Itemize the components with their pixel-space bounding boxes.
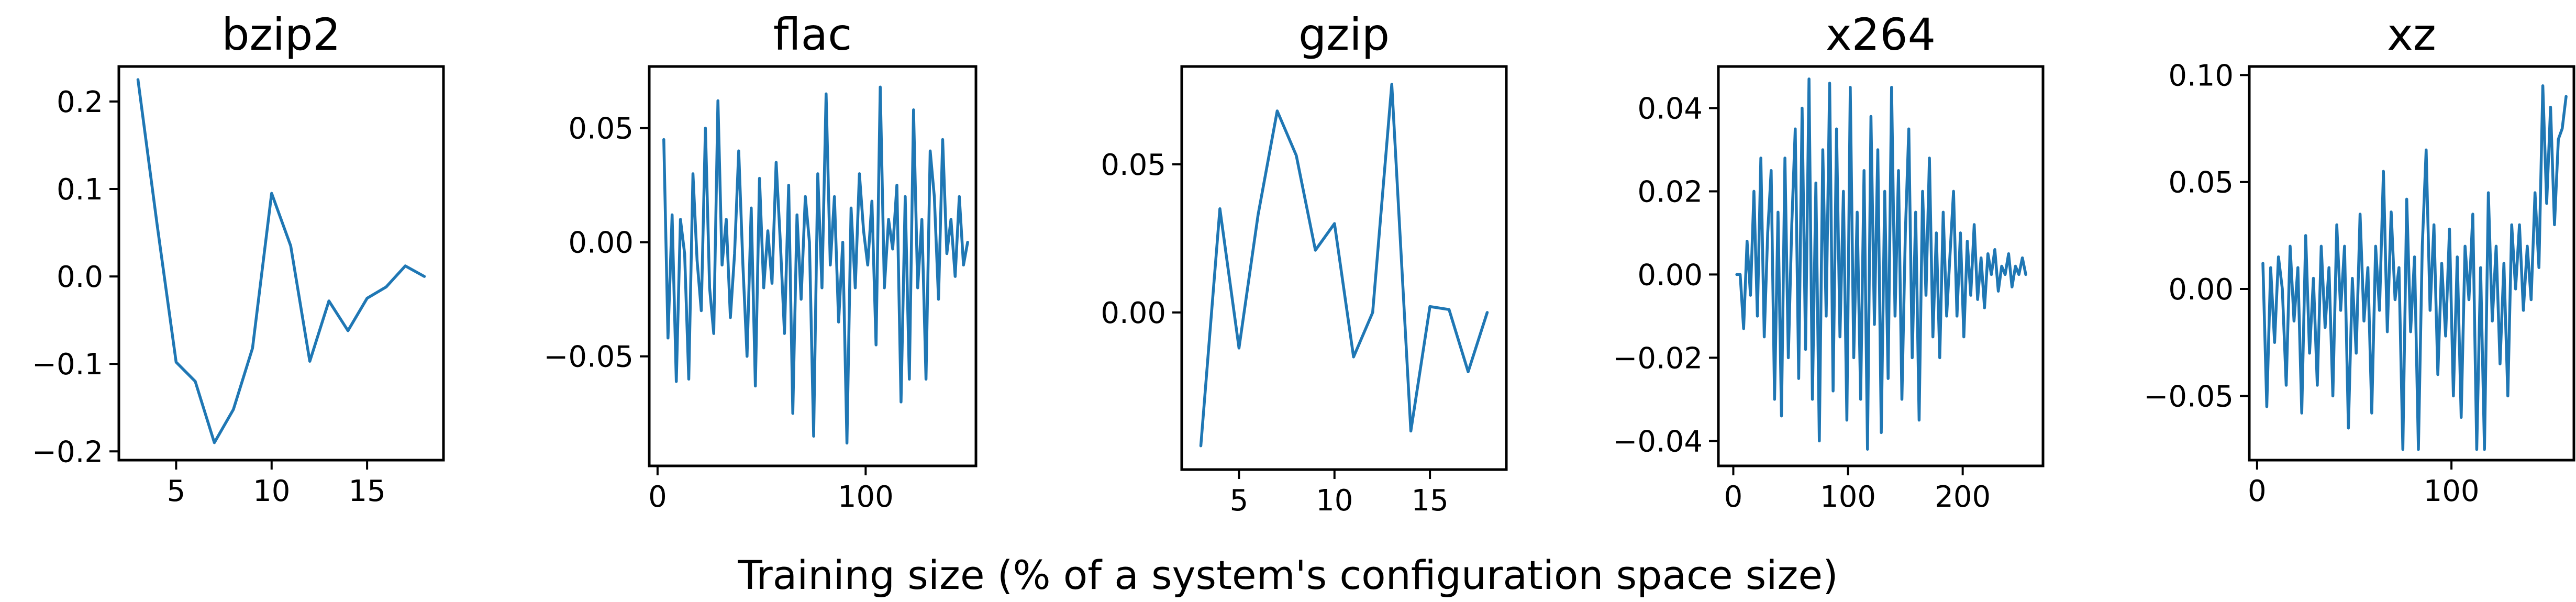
y-tick-label: −0.2 [32, 435, 103, 469]
y-tick-label: 0.0 [57, 260, 103, 294]
subplot-title: bzip2 [221, 9, 341, 60]
subplot-title: gzip [1298, 9, 1390, 60]
axes-frame [1717, 65, 2045, 467]
y-tick-label: 0.00 [2168, 273, 2234, 307]
subplot-gzip: gzip 5 10 15 0.00 0.05 [1101, 9, 1508, 518]
x-tick-label: 10 [253, 474, 290, 508]
subplot-title: xz [2387, 9, 2436, 60]
axes-frame [117, 65, 445, 462]
y-tick-label: 0.00 [1637, 258, 1703, 292]
axes-frame [2248, 65, 2575, 462]
y-tick-label: 0.10 [2168, 59, 2234, 93]
x-tick-label: 15 [348, 474, 385, 508]
data-series-line [2261, 84, 2568, 451]
y-tick-label: 0.00 [1101, 296, 1166, 330]
x-tick-label: 10 [1316, 484, 1353, 518]
y-tick-label: −0.1 [32, 348, 103, 382]
data-series-line [1199, 83, 1489, 448]
y-tick-label: 0.05 [1101, 148, 1166, 182]
x-tick-label: 200 [1935, 480, 1991, 514]
x-tick-label: 15 [1411, 484, 1448, 518]
x-tick-label: 100 [2424, 474, 2480, 508]
y-tick-label: −0.05 [543, 340, 634, 374]
y-tick-label: 0.1 [57, 173, 103, 207]
x-tick-label: 5 [1230, 484, 1249, 518]
data-series-line [662, 85, 969, 445]
subplot-xz: xz 0 100 −0.05 0.00 0.05 0.10 [2144, 9, 2575, 508]
subplot-x264: x264 0 100 200 −0.04 −0.02 0.00 0.02 0.04 [1613, 9, 2045, 514]
y-tick-label: 0.05 [2168, 166, 2234, 200]
y-tick-label: −0.05 [2144, 380, 2234, 414]
x-tick-label: 100 [1820, 480, 1876, 514]
y-tick-label: 0.2 [57, 85, 103, 119]
subplot-bzip2: bzip2 5 10 15 −0.2 −0.1 0.0 0.1 0.2 [32, 9, 445, 508]
subplot-title: flac [773, 9, 852, 60]
y-tick-label: 0.05 [568, 112, 634, 146]
y-tick-label: 0.02 [1637, 175, 1703, 209]
axes-frame [648, 65, 978, 467]
subplot-flac: flac 0 100 −0.05 0.00 0.05 [543, 9, 978, 514]
axes-frame [1180, 65, 1508, 471]
data-series-line [1735, 77, 2027, 451]
x-tick-label: 0 [1724, 480, 1743, 514]
y-tick-label: −0.04 [1613, 425, 1703, 459]
x-tick-label: 0 [648, 480, 667, 514]
y-tick-label: −0.02 [1613, 341, 1703, 375]
x-tick-label: 5 [167, 474, 186, 508]
x-tick-label: 0 [2248, 474, 2267, 508]
y-tick-label: 0.00 [568, 226, 634, 260]
x-tick-label: 100 [838, 480, 894, 514]
y-tick-label: 0.04 [1637, 92, 1703, 126]
figure-x-axis-label: Training size (% of a system's configura… [737, 552, 1838, 598]
subplot-title: x264 [1826, 9, 1936, 60]
data-series-line [136, 78, 426, 444]
